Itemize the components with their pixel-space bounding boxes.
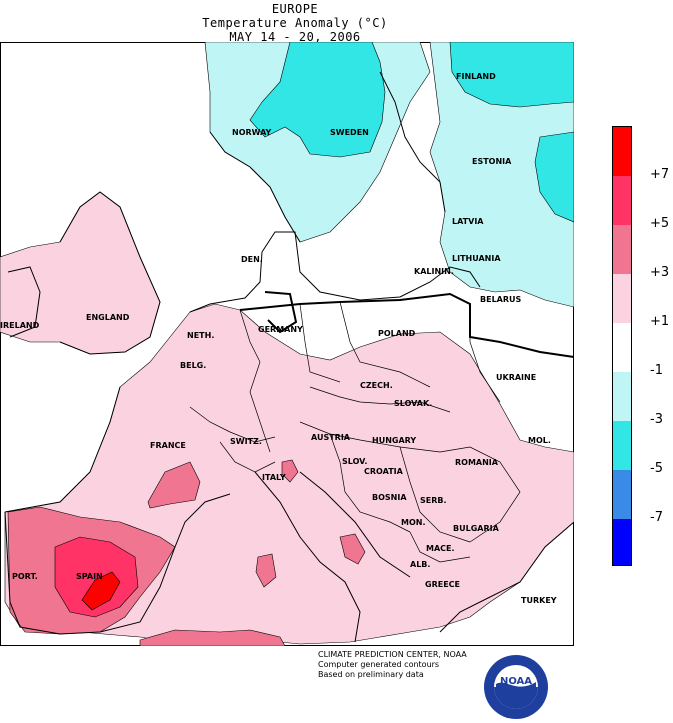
anomaly-region-minus3-norway	[249, 42, 386, 158]
legend-tick-plus1: +1	[650, 314, 670, 329]
label-mace: MACE.	[426, 544, 455, 553]
color-swatch-plus5-plus7	[613, 176, 631, 226]
anomaly-region-plus3-italy	[281, 459, 299, 483]
label-portugal: PORT.	[12, 572, 38, 581]
anomaly-region-minus3-russia	[534, 131, 574, 223]
anomaly-region-plus3-sicily	[139, 629, 286, 646]
credits-line-3: Based on preliminary data	[318, 670, 424, 679]
temperature-anomaly-map: NORWAY SWEDEN FINLAND ESTONIA LATVIA LIT…	[0, 42, 574, 646]
label-mol: MOL.	[528, 436, 551, 445]
label-neth: NETH.	[187, 331, 214, 340]
label-hungary: HUNGARY	[372, 436, 416, 445]
label-turkey: TURKEY	[521, 596, 557, 605]
noaa-logo-text: NOAA	[500, 676, 532, 687]
label-bosnia: BOSNIA	[372, 493, 407, 502]
label-mon: MON.	[401, 518, 426, 527]
legend-tick-plus7: +7	[650, 167, 670, 182]
credits-block: CLIMATE PREDICTION CENTER, NOAA Computer…	[318, 650, 467, 680]
label-greece: GREECE	[425, 580, 460, 589]
label-spain: SPAIN	[76, 572, 103, 581]
legend-tick-plus5: +5	[650, 216, 670, 231]
coastlines	[4, 71, 574, 643]
label-romania: ROMANIA	[455, 458, 499, 467]
anomaly-region-plus3-sardinia	[255, 553, 277, 588]
label-estonia: ESTONIA	[472, 157, 512, 166]
color-swatch-below-minus7	[613, 519, 631, 565]
label-denmark: DEN.	[241, 255, 263, 264]
label-ukraine: UKRAINE	[496, 373, 536, 382]
color-swatch-minus5-minus3	[613, 421, 631, 471]
label-germany: GERMANY	[258, 325, 303, 334]
color-scale-bar	[612, 126, 632, 566]
anomaly-region-minus3-finland	[449, 42, 574, 108]
label-lithuania: LITHUANIA	[452, 254, 501, 263]
credits-line-1: CLIMATE PREDICTION CENTER, NOAA	[318, 650, 467, 659]
map-region-title: EUROPE	[271, 2, 319, 16]
label-slov: SLOV.	[342, 457, 367, 466]
anomaly-region-plus3-west-france	[147, 461, 201, 509]
label-ireland: IRELAND	[0, 321, 40, 330]
anomaly-region-minus1-baltic-east	[429, 42, 574, 308]
color-swatch-minus3-minus1	[613, 372, 631, 422]
label-norway: NORWAY	[232, 128, 272, 137]
label-austria: AUSTRIA	[311, 433, 351, 442]
color-swatch-above-plus7	[613, 127, 631, 177]
label-serb: SERB.	[420, 496, 447, 505]
label-latvia: LATVIA	[452, 217, 484, 226]
label-alb: ALB.	[410, 560, 430, 569]
thick-borders	[239, 291, 574, 358]
legend-tick-plus3: +3	[650, 265, 670, 280]
anomaly-region-plus7-spain	[81, 571, 121, 611]
label-finland: FINLAND	[456, 72, 496, 81]
noaa-logo: NOAA	[484, 655, 548, 719]
color-swatch-minus7-minus5	[613, 470, 631, 520]
label-kaliningrad: KALININ.	[414, 267, 454, 276]
legend-tick-minus5: -5	[650, 461, 663, 476]
label-bulgaria: BULGARIA	[453, 524, 500, 533]
anomaly-region-plus5-spain	[54, 536, 139, 618]
label-slovak: SLOVAK.	[394, 399, 432, 408]
map-period-title: MAY 14 - 20, 2006	[229, 30, 361, 44]
color-swatch-minus1-plus1	[613, 323, 631, 373]
color-swatch-plus1-plus3	[613, 274, 631, 324]
legend-tick-minus3: -3	[650, 412, 663, 427]
label-croatia: CROATIA	[364, 467, 404, 476]
label-italy: ITALY	[262, 473, 286, 482]
color-swatch-plus3-plus5	[613, 225, 631, 275]
anomaly-region-plus3-adriatic	[339, 533, 366, 565]
label-czech: CZECH.	[360, 381, 393, 390]
label-france: FRANCE	[150, 441, 186, 450]
label-belg: BELG.	[180, 361, 206, 370]
country-borders	[189, 301, 521, 563]
label-belarus: BELARUS	[480, 295, 522, 304]
label-england: ENGLAND	[86, 313, 130, 322]
label-switz: SWITZ.	[230, 437, 262, 446]
legend-tick-minus1: -1	[650, 363, 663, 378]
credits-line-2: Computer generated contours	[318, 660, 440, 669]
label-poland: POLAND	[378, 329, 416, 338]
map-variable-title: Temperature Anomaly (°C)	[202, 16, 388, 30]
legend-tick-minus7: -7	[650, 510, 663, 525]
label-sweden: SWEDEN	[330, 128, 369, 137]
